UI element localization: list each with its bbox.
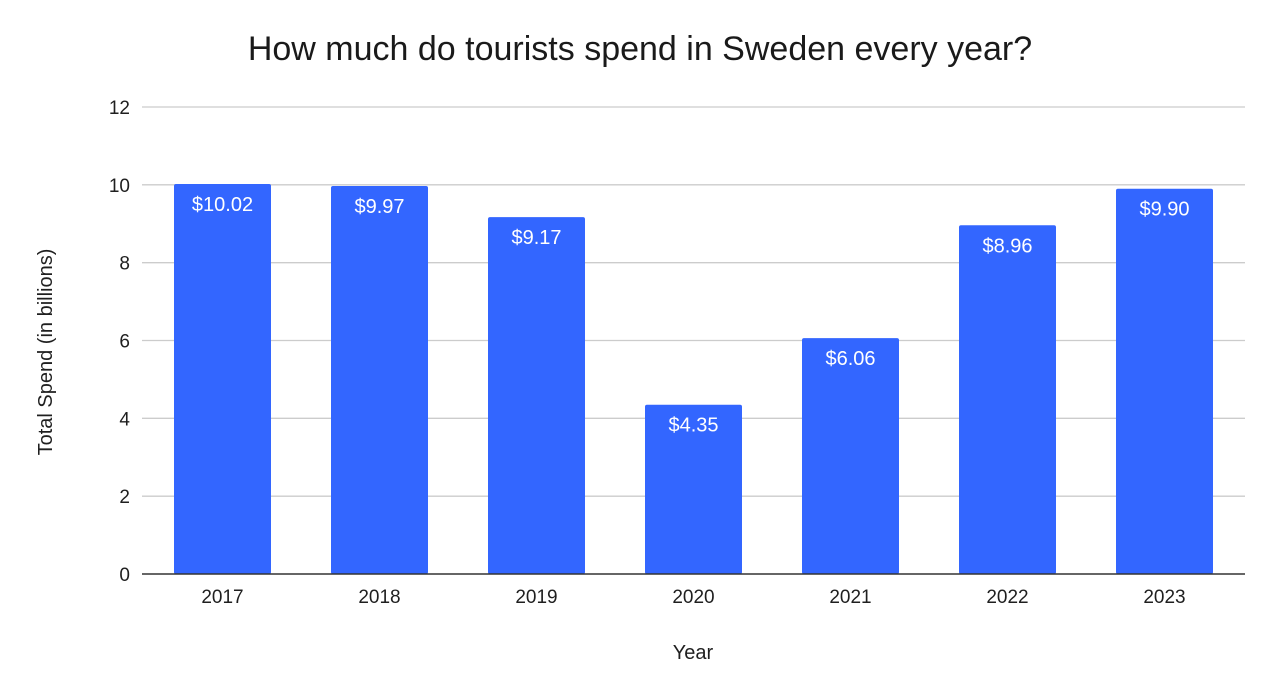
bar-2022 [959,225,1056,574]
data-label-2019: $9.17 [511,227,561,249]
data-label-2022: $8.96 [982,235,1032,257]
y-tick-label: 8 [119,254,130,275]
data-labels: $10.02 $9.97 $9.17 $4.35 $6.06 $8.96 $9.90 [192,194,1190,437]
data-label-2018: $9.97 [354,196,404,218]
x-axis-ticks: 2017 2018 2019 2020 2021 2022 2023 [201,587,1185,608]
x-axis-title: Year [673,642,714,664]
bar-2018 [331,186,428,574]
data-label-2020: $4.35 [668,415,718,437]
data-label-2023: $9.90 [1139,199,1189,221]
y-tick-label: 4 [119,409,130,430]
y-tick-label: 6 [119,332,130,353]
bar-2017 [174,184,271,574]
bar-2019 [488,217,585,575]
x-tick-label-2022: 2022 [986,587,1028,608]
y-tick-label: 10 [109,176,130,197]
y-axis-title: Total Spend (in billions) [35,249,57,456]
data-label-2017: $10.02 [192,194,253,216]
bar-2023 [1116,188,1213,574]
x-tick-label-2019: 2019 [515,587,557,608]
y-tick-label: 2 [119,487,130,508]
bars [174,184,1213,575]
y-tick-label: 0 [119,565,130,586]
x-tick-label-2017: 2017 [201,587,243,608]
y-axis-ticks: 0 2 4 6 8 10 12 [109,98,131,586]
x-tick-label-2023: 2023 [1143,587,1185,608]
x-tick-label-2018: 2018 [358,587,400,608]
y-tick-label: 12 [109,98,130,119]
data-label-2021: $6.06 [825,348,875,370]
chart-title: How much do tourists spend in Sweden eve… [247,30,1033,68]
x-tick-label-2020: 2020 [672,587,714,608]
bar-2021 [802,338,899,574]
x-tick-label-2021: 2021 [829,587,871,608]
bar-2020 [645,404,742,574]
